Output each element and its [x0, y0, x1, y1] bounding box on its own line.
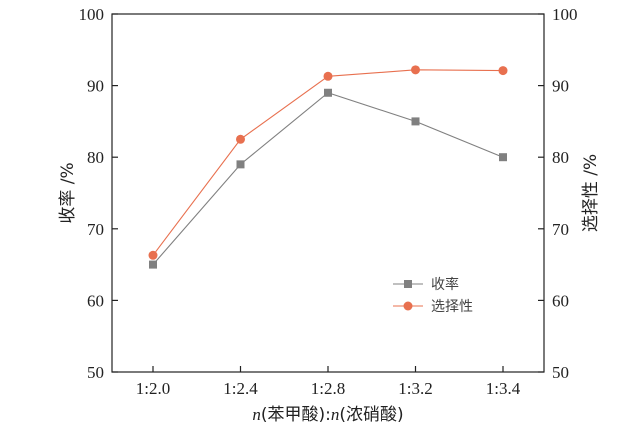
plot-frame [111, 13, 545, 373]
x-axis-title: n(苯甲酸):n(浓硝酸) [252, 405, 403, 425]
y-tick-label-right: 60 [552, 291, 569, 310]
x-tick-label: 1:2.8 [311, 379, 345, 398]
y-tick-label-left: 50 [87, 363, 104, 382]
y-tick-label-right: 90 [552, 77, 569, 96]
legend-label-1: 收率 [431, 276, 459, 293]
data-point-selectivity [411, 65, 420, 75]
data-point-yield [324, 88, 332, 97]
y-tick-label-left: 60 [87, 291, 104, 310]
y-tick-label-left: 80 [87, 148, 104, 167]
y-tick-label-right: 100 [552, 5, 578, 24]
x-tick-label: 1:2.4 [223, 379, 258, 398]
y-axis-title-left: 收率 /% [58, 162, 78, 223]
y-tick-label-left: 70 [87, 220, 104, 239]
data-point-selectivity [148, 250, 158, 260]
data-point-selectivity [236, 134, 245, 144]
x-axis-title-part: n [331, 405, 340, 424]
data-point-selectivity [498, 66, 508, 76]
x-axis-title-part: (浓硝酸) [339, 405, 403, 425]
x-tick-label: 1:2.0 [136, 379, 170, 398]
series-line-2 [152, 69, 504, 256]
y-tick-label-right: 70 [552, 220, 569, 239]
legend-marker-square [404, 280, 412, 288]
x-axis-title-part: (苯甲酸): [261, 405, 331, 425]
data-point-yield [411, 117, 420, 126]
y-tick-label-right: 50 [552, 363, 569, 382]
y-axis-title-right: 选择性 /% [581, 154, 601, 232]
legend-label-2: 选择性 [431, 299, 473, 315]
y-tick-label-left: 90 [87, 77, 104, 96]
data-point-selectivity [323, 71, 333, 81]
data-point-yield [149, 260, 157, 269]
x-tick-label: 1:3.2 [398, 379, 432, 398]
y-tick-label-left: 100 [79, 5, 105, 24]
series-line-1 [152, 92, 504, 265]
x-axis-title-part: n [252, 405, 261, 424]
y-tick-label-right: 80 [552, 148, 569, 167]
data-point-yield [236, 160, 245, 169]
legend-marker-circle [403, 301, 413, 311]
data-point-yield [499, 153, 507, 162]
x-tick-label: 1:3.4 [486, 379, 521, 398]
